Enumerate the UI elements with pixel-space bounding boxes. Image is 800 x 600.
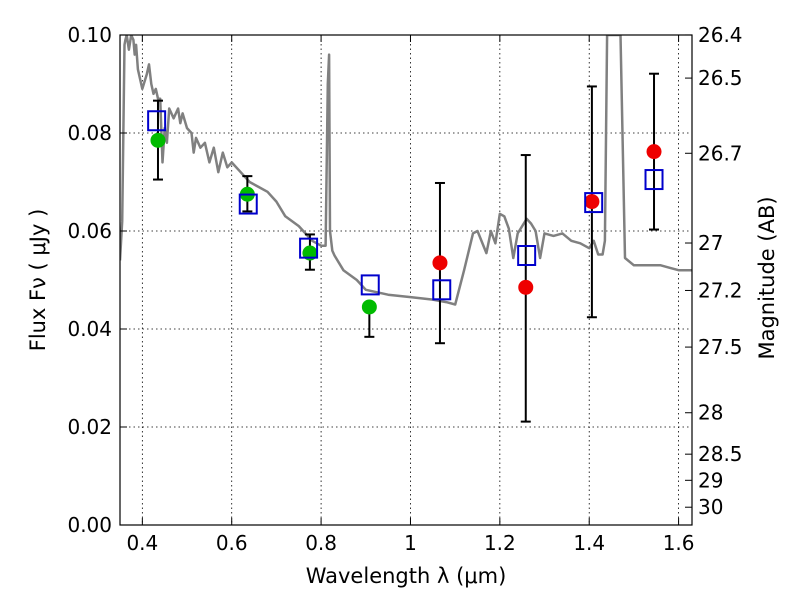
plot-area	[120, 35, 692, 423]
plot-background	[120, 35, 692, 525]
flux-point	[150, 132, 166, 148]
y-axis-label: Flux Fν ( μJy )	[26, 209, 50, 352]
x-tick-label: 0.4	[126, 531, 158, 555]
mag-tick-label: 27	[698, 231, 723, 255]
model-flux-box	[517, 245, 537, 266]
right-axis-label: Magnitude (AB)	[755, 196, 779, 359]
y-tick-label: 0.08	[67, 121, 112, 145]
y-tick-label: 0.10	[67, 23, 112, 47]
y-tick-label: 0.00	[67, 513, 112, 537]
plot-frame	[119, 34, 693, 526]
model-sed-line	[120, 35, 692, 306]
x-tick-label: 0.6	[216, 531, 248, 555]
flux-point	[361, 299, 377, 315]
mag-tick-label: 26.5	[698, 66, 743, 90]
flux-point	[518, 279, 534, 295]
axis-ticks	[120, 34, 692, 526]
mag-tick-label: 27.2	[698, 278, 743, 302]
x-tick-label: 1.2	[484, 531, 516, 555]
model-flux-box	[432, 279, 452, 301]
x-tick-label: 1.6	[663, 531, 695, 555]
mag-tick-label: 27.5	[698, 335, 743, 359]
model-flux-box	[584, 192, 604, 214]
mag-tick-label: 30	[698, 495, 723, 519]
mag-tick-label: 29	[698, 468, 723, 492]
flux-point	[432, 255, 448, 271]
x-tick-label: 0.8	[305, 531, 337, 555]
mag-tick-label: 28	[698, 401, 723, 425]
model-flux-box	[644, 169, 664, 191]
model-flux-box	[299, 237, 319, 259]
tick-labels: 0.4 0.6 0.8 1 1.2 1.4 1.6 0.00 0.02 0.04 0.06 0.08 0…	[67, 23, 742, 555]
mag-tick-label: 28.5	[698, 442, 743, 466]
flux-point	[646, 144, 662, 160]
data-markers	[147, 110, 664, 315]
model-flux-box	[360, 274, 380, 296]
flux-point	[584, 194, 600, 210]
y-tick-label: 0.06	[67, 219, 112, 243]
model-flux-box	[238, 193, 258, 215]
x-tick-label: 1	[404, 531, 417, 555]
x-axis-label: Wavelength λ (μm)	[306, 564, 507, 588]
model-flux-box	[147, 110, 167, 132]
y-tick-label: 0.02	[67, 415, 112, 439]
y-tick-label: 0.04	[67, 317, 112, 341]
mag-tick-label: 26.7	[698, 141, 743, 165]
x-tick-label: 1.4	[573, 531, 605, 555]
mag-tick-label: 26.4	[698, 23, 743, 47]
